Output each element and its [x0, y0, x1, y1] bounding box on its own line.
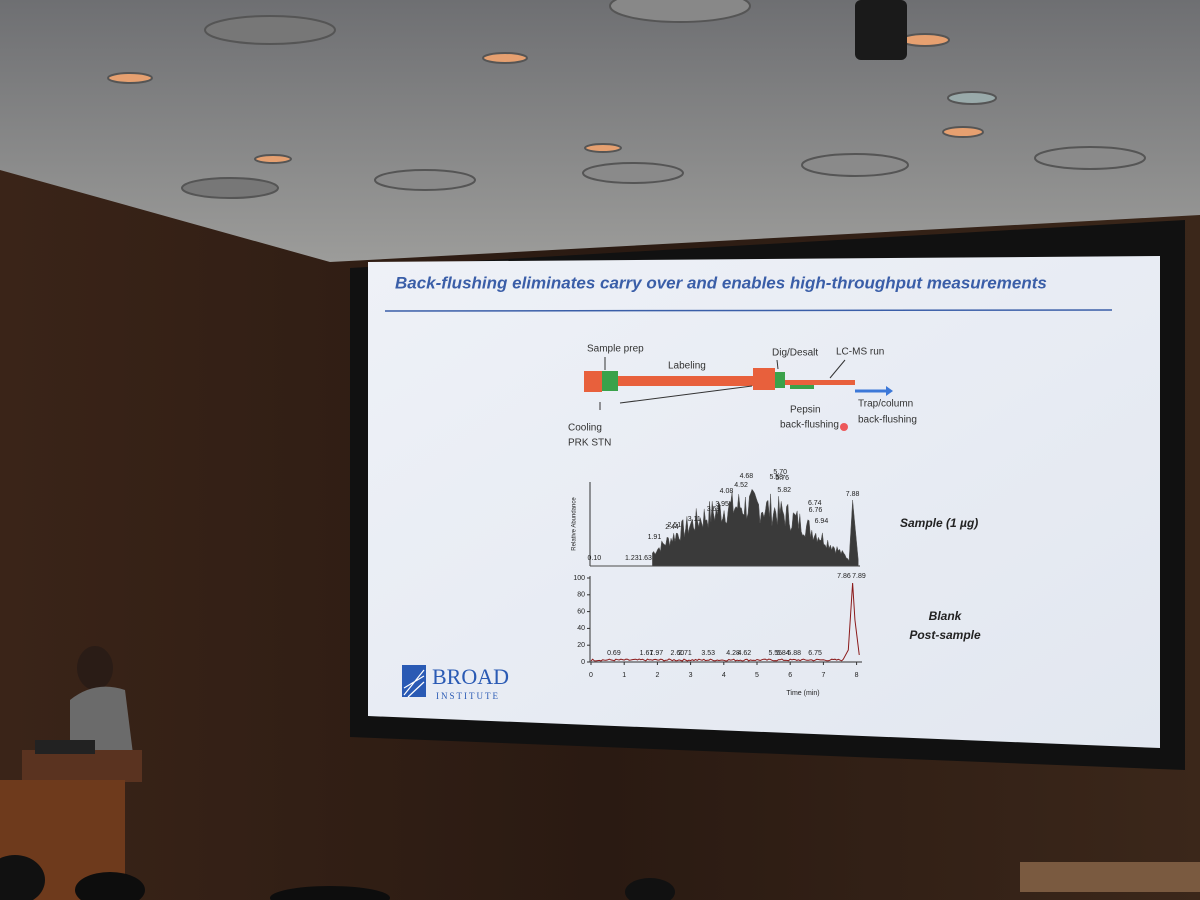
peak-label: 5.70 — [773, 469, 787, 476]
peak-label: 2.44 — [665, 524, 679, 531]
audience — [0, 855, 675, 900]
peak-label: 1.91 — [648, 534, 662, 541]
x-tick-label: 4 — [722, 672, 726, 679]
peak-label: 7.86 — [837, 573, 851, 580]
y-tick-label: 0 — [581, 659, 585, 666]
workflow-label: Trap/column — [858, 399, 913, 410]
workflow-label: PRK STN — [568, 438, 611, 449]
peak-label: 6.75 — [808, 650, 822, 657]
peak-label: 3.11 — [688, 516, 701, 523]
y-axis-label: Relative Abundance — [572, 497, 578, 551]
peak-label: 4.68 — [740, 473, 754, 480]
peak-label: 1.67 — [640, 650, 654, 657]
trace-label: Post-sample — [909, 628, 981, 642]
blank-trace — [590, 582, 860, 662]
peak-label: 6.74 — [808, 500, 822, 507]
peak-label: 3.69 — [707, 506, 721, 513]
workflow-diagram — [584, 357, 893, 410]
workflow-label: Dig/Desalt — [772, 348, 818, 359]
x-tick-label: 0 — [589, 672, 593, 679]
workflow-label: LC-MS run — [836, 347, 884, 358]
workflow-label: back-flushing — [780, 420, 839, 431]
laser-pointer — [840, 423, 848, 431]
peak-label: 7.88 — [846, 491, 860, 498]
ceiling — [0, 0, 1200, 262]
y-tick-label: 80 — [577, 592, 585, 599]
x-tick-label: 5 — [755, 672, 759, 679]
x-tick-label: 7 — [821, 672, 825, 679]
peak-label: 1.63 — [638, 555, 652, 562]
x-tick-label: 8 — [855, 672, 859, 679]
workflow-label: Sample prep — [587, 344, 644, 355]
workflow-label: Pepsin — [790, 405, 821, 416]
workflow-label: Cooling — [568, 423, 602, 434]
peak-label: 3.53 — [701, 650, 715, 657]
peak-label: 3.95 — [715, 501, 729, 508]
trace-label: Sample (1 µg) — [900, 516, 978, 530]
y-tick-label: 60 — [577, 608, 585, 615]
logo-sub: INSTITUTE — [436, 691, 500, 701]
slide-title: Back-flushing eliminates carry over and … — [395, 273, 1047, 292]
peak-label: 2.51 — [668, 522, 682, 529]
peak-label: 5.76 — [775, 475, 789, 482]
peak-label: 1.97 — [650, 650, 664, 657]
workflow-label: back-flushing — [858, 415, 917, 426]
sample-trace — [590, 488, 859, 567]
y-tick-label: 20 — [577, 642, 585, 649]
workflow-label: Labeling — [668, 361, 706, 372]
x-tick-label: 1 — [622, 672, 626, 679]
peak-label: 4.62 — [738, 650, 752, 657]
peak-label: 1.23 — [625, 555, 639, 562]
logo — [402, 665, 426, 698]
peak-label: 5.82 — [777, 487, 791, 494]
ceiling-lights — [107, 0, 1146, 199]
chromatograms: Relative Abundance Time (min) 1008060402… — [572, 469, 866, 697]
peak-label: 0.10 — [588, 555, 602, 562]
x-tick-label: 6 — [788, 672, 792, 679]
peak-label: 5.84 — [776, 650, 790, 657]
peak-label: 2.60 — [671, 650, 685, 657]
peak-label: 5.55 — [768, 650, 782, 657]
logo-name: BROAD — [432, 664, 509, 689]
trace-label: Blank — [929, 609, 963, 623]
peak-label: 0.69 — [607, 650, 621, 657]
projector — [855, 0, 907, 60]
peak-label: 4.28 — [726, 650, 740, 657]
peak-label: 5.58 — [769, 474, 783, 481]
peak-label: 4.52 — [734, 482, 748, 489]
x-axis-label: Time (min) — [786, 690, 819, 697]
peak-label: 7.89 — [852, 573, 866, 580]
x-tick-label: 2 — [655, 672, 659, 679]
peak-label: 4.08 — [720, 488, 734, 495]
y-tick-label: 40 — [577, 625, 585, 632]
peak-label: 2.71 — [678, 650, 692, 657]
peak-label: 5.88 — [787, 650, 801, 657]
title-rule — [384, 309, 1113, 312]
peak-label: 6.76 — [809, 507, 823, 514]
y-tick-label: 100 — [573, 575, 585, 582]
x-tick-label: 3 — [689, 672, 693, 679]
peak-label: 6.94 — [815, 518, 829, 525]
slide — [368, 256, 1160, 748]
table — [1020, 862, 1200, 892]
